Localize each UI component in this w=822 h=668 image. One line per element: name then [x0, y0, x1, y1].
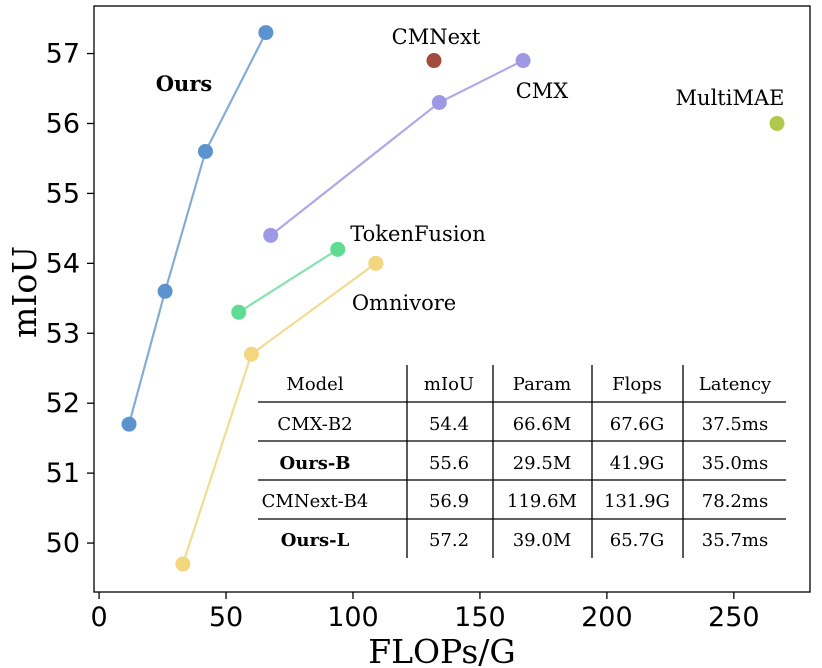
- data-point-ours: [157, 283, 173, 299]
- series-labels: Ours CMX CMNext MultiMAE TokenFusion Omnivore: [156, 25, 785, 315]
- series-line-ours: [127, 32, 267, 425]
- x-tick-label: 50: [209, 602, 243, 633]
- table-cell: 57.2: [429, 530, 469, 551]
- table-cell: Ours-B: [279, 453, 350, 474]
- y-tick-label: 54: [46, 248, 80, 279]
- series-line-cmx: [270, 59, 524, 237]
- y-axis: 50 51 52 53 54 55 56 57: [46, 39, 94, 559]
- series-label-tokenfusion: TokenFusion: [350, 222, 485, 246]
- x-tick-label: 100: [327, 602, 379, 633]
- y-tick-label: 52: [46, 388, 80, 419]
- x-tick-label: 200: [581, 602, 633, 633]
- y-tick-label: 53: [46, 318, 80, 349]
- x-tick-label: 250: [708, 602, 760, 633]
- table-cell: 41.9G: [610, 453, 664, 474]
- y-tick-label: 50: [46, 528, 80, 559]
- table-header-cell: Flops: [612, 374, 662, 395]
- series-layer: [121, 25, 785, 572]
- data-point-ours: [121, 416, 137, 432]
- table-cell: 39.0M: [513, 530, 572, 551]
- series-label-multimae: MultiMAE: [676, 86, 785, 110]
- table-cell: 37.5ms: [702, 414, 768, 435]
- table-header-cell: Model: [286, 374, 343, 395]
- table-header-cell: Param: [513, 374, 571, 395]
- table-header-cell: mIoU: [424, 374, 474, 395]
- y-tick-label: 57: [46, 39, 80, 70]
- data-point-omnivore: [243, 346, 259, 362]
- y-axis-title: mIoU: [5, 246, 44, 338]
- data-point-ours: [197, 143, 213, 159]
- table-cell: 29.5M: [513, 453, 572, 474]
- table-cell: 65.7G: [610, 530, 664, 551]
- data-point-cmx: [263, 227, 279, 243]
- table-cell: CMX-B2: [277, 414, 352, 435]
- data-point-tokenfusion: [330, 241, 346, 257]
- data-point-omnivore: [368, 255, 384, 271]
- data-point-omnivore: [175, 556, 191, 572]
- table-cell: Ours-L: [281, 530, 350, 551]
- table-cell: 66.6M: [513, 414, 572, 435]
- series-label-ours: Ours: [156, 71, 212, 96]
- data-point-cmx: [431, 95, 447, 111]
- table-cell: 55.6: [429, 453, 469, 474]
- table-cell: 119.6M: [507, 491, 577, 512]
- series-label-cmx: CMX: [516, 79, 569, 103]
- table-cell: 131.9G: [604, 491, 670, 512]
- plot-frame: [93, 5, 811, 593]
- y-tick-label: 55: [46, 178, 80, 209]
- series-label-omnivore: Omnivore: [352, 291, 456, 315]
- table-cell: 54.4: [429, 414, 469, 435]
- data-point-cmnext: [426, 53, 442, 69]
- data-point-multimae: [769, 115, 785, 131]
- table-cell: 35.7ms: [702, 530, 768, 551]
- data-point-ours: [258, 25, 274, 41]
- x-axis: 0 50 100 150 200 250: [90, 592, 760, 633]
- table-cell: 78.2ms: [702, 491, 768, 512]
- data-point-tokenfusion: [231, 304, 247, 320]
- table-header-cell: Latency: [699, 374, 772, 395]
- data-point-cmx: [515, 53, 531, 69]
- table-cell: CMNext-B4: [262, 491, 369, 512]
- x-tick-label: 0: [90, 602, 107, 633]
- series-label-cmnext: CMNext: [392, 25, 481, 49]
- y-tick-label: 51: [46, 458, 80, 489]
- y-tick-label: 56: [46, 108, 80, 139]
- x-axis-title: FLOPs/G: [368, 632, 516, 668]
- table-cell: 35.0ms: [702, 453, 768, 474]
- x-tick-label: 150: [454, 602, 506, 633]
- table-cell: 56.9: [429, 491, 469, 512]
- table-cell: 67.6G: [610, 414, 664, 435]
- series-line-tokenfusion: [238, 248, 339, 314]
- comparison-table: Model mIoU Param Flops Latency CMX-B2 54.4 66.6…: [258, 365, 786, 558]
